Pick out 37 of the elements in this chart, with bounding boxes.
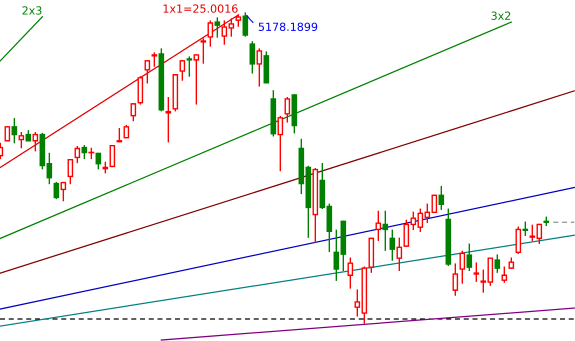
candlestick xyxy=(452,263,458,296)
candlestick xyxy=(158,48,164,112)
candlestick xyxy=(236,14,242,27)
series-label: 1x1=25.0016 xyxy=(164,4,238,13)
candlestick xyxy=(32,132,38,152)
candlestick xyxy=(348,258,354,289)
candlestick xyxy=(208,20,214,47)
candlestick xyxy=(466,244,472,271)
candlestick xyxy=(390,230,396,261)
candlestick xyxy=(494,254,500,273)
candlestick xyxy=(214,17,220,38)
candlestick xyxy=(166,96,172,142)
candlestick xyxy=(256,48,262,87)
candlestick xyxy=(186,56,192,77)
candlestick xyxy=(382,210,388,251)
candlestick xyxy=(474,262,480,282)
candlestick xyxy=(74,146,80,164)
series-label: 2x3 xyxy=(22,6,42,15)
candlestick xyxy=(438,186,444,210)
candlestick xyxy=(516,226,522,254)
candlestick xyxy=(54,182,60,200)
candlestick xyxy=(88,148,94,160)
annotation: 5178.1899 xyxy=(258,22,318,31)
candlestick xyxy=(152,52,158,67)
candlestick xyxy=(250,41,256,74)
candlestick xyxy=(460,250,466,284)
candlestick xyxy=(270,90,276,136)
candlestick xyxy=(544,216,550,226)
candlestick xyxy=(312,168,318,244)
candlestick xyxy=(502,266,508,283)
candlestick xyxy=(376,210,382,241)
candlestick xyxy=(12,118,18,144)
candlestick xyxy=(522,222,528,236)
series-label: 3x2 xyxy=(491,12,510,20)
candlestick xyxy=(82,145,88,160)
candlestick xyxy=(200,38,206,64)
candlestick xyxy=(18,132,24,148)
